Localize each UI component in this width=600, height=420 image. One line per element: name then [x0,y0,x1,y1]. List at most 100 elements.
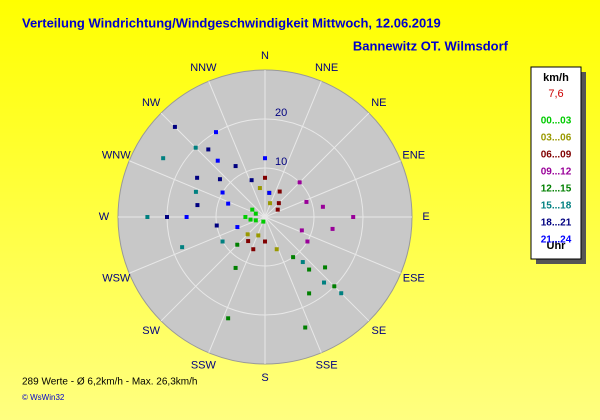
spoke [264,160,402,218]
direction-label: W [99,211,110,223]
point [304,199,309,204]
legend-entry: 21...24 [541,235,572,246]
point [226,316,231,321]
direction-label: ESE [403,273,425,285]
point [235,225,240,230]
chart-title: Verteilung Windrichtung/Windgeschwindigk… [22,15,441,30]
point [263,156,267,161]
direction-label: E [422,211,429,223]
point [214,130,218,135]
point [226,201,231,206]
legend-entry: 15...18 [541,201,572,212]
legend-entry: 00...03 [541,116,572,127]
legend-entry: 12...15 [541,184,572,195]
point [220,190,225,195]
point [263,239,267,244]
copyright: © WsWin32 [22,393,65,402]
point [267,190,272,195]
point [257,186,262,191]
point [243,215,248,219]
legend-footer: Uhr [547,240,567,252]
point [206,147,211,152]
legend-box [530,66,582,260]
point [323,265,328,270]
point [253,218,258,223]
point [307,267,312,272]
legend-entry: 09...12 [541,167,572,178]
point [220,239,225,244]
point [161,156,166,161]
point [256,233,261,238]
footer: 289 Werte - Ø 6,2km/h - Max. 26,3km/h [22,377,197,388]
spoke [208,216,266,354]
r-tick-label: 20 [275,107,287,119]
direction-label: ENE [402,149,425,161]
spoke [264,80,322,218]
point [248,217,253,222]
grid-ring [215,167,315,267]
r-tick-label: 10 [275,156,287,168]
direction-label: WNW [102,149,131,161]
point [217,177,222,182]
point [195,203,200,208]
point [165,215,169,219]
point [250,207,255,212]
direction-label: SE [372,325,387,337]
spoke [160,112,266,218]
point [332,284,337,289]
point [339,291,344,296]
direction-label: SSW [191,360,217,372]
point [180,245,185,250]
spoke [264,216,402,274]
spoke [128,216,266,274]
point [299,228,304,233]
spoke [264,216,322,354]
direction-label: S [261,372,268,384]
spoke [264,112,370,218]
point [193,145,198,150]
point [261,219,266,224]
point [307,291,312,296]
spoke [264,216,370,322]
point [193,189,198,194]
spoke [208,80,266,218]
direction-label: WSW [102,273,131,285]
point [351,215,356,219]
legend-entry: 18...21 [541,218,572,229]
point [277,189,282,194]
point [303,325,308,330]
point [322,280,327,285]
chart-subtitle: Bannewitz OT. Wilmsdorf [353,38,509,53]
direction-label: SSE [316,360,338,372]
point [251,247,256,252]
point [305,239,310,244]
point [274,247,279,252]
point [297,180,302,185]
direction-label: NNE [315,62,338,74]
legend-title: km/h [543,72,569,84]
point [215,158,220,163]
point [172,124,177,129]
direction-label: NE [371,97,386,109]
point [268,201,273,206]
point [235,242,240,247]
point [246,239,251,244]
point [320,204,325,209]
legend-value: 7,6 [548,88,563,100]
point [275,207,280,212]
point [233,265,238,270]
spoke [128,160,266,218]
point [330,226,335,231]
point [263,175,267,180]
point [195,175,200,180]
point [300,260,305,265]
legend-entry: 06...09 [541,150,572,161]
point [276,201,281,206]
legend-entry: 03...06 [541,133,572,144]
point [291,255,296,260]
direction-label: NNW [190,62,217,74]
point [245,232,250,237]
direction-label: SW [142,325,160,337]
point [184,215,189,219]
